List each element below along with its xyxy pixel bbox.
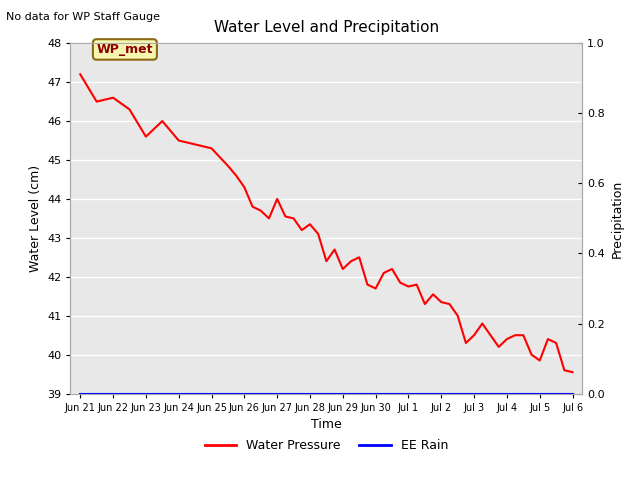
Y-axis label: Water Level (cm): Water Level (cm) <box>29 165 42 272</box>
X-axis label: Time: Time <box>311 418 342 431</box>
Y-axis label: Precipitation: Precipitation <box>611 179 623 258</box>
Text: No data for WP Staff Gauge: No data for WP Staff Gauge <box>6 12 161 22</box>
Text: WP_met: WP_met <box>97 43 153 56</box>
Title: Water Level and Precipitation: Water Level and Precipitation <box>214 20 439 35</box>
Legend: Water Pressure, EE Rain: Water Pressure, EE Rain <box>200 434 453 457</box>
